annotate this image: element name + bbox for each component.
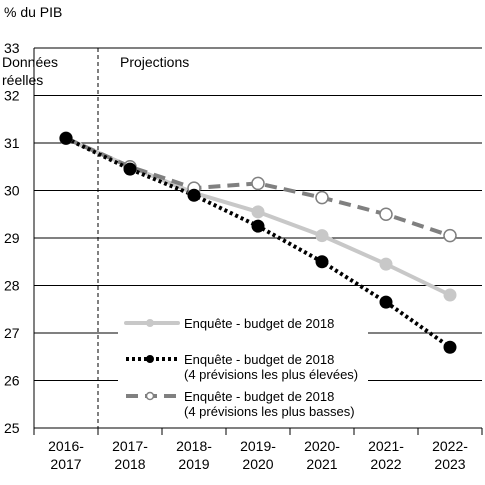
point-high-6 [443, 340, 457, 354]
x-tick-label-2-0: 2018- [176, 438, 212, 454]
point-low-4 [315, 190, 329, 205]
legend-label-low-0: Enquête - budget de 2018 [184, 389, 334, 404]
point-low-6 [443, 228, 457, 243]
legend-marker-low [145, 391, 155, 401]
region-label-actual-1: réelles [2, 72, 43, 88]
region-label-bg-actual [35, 52, 96, 90]
point-high-4 [315, 255, 329, 269]
x-tick-label-0-0: 2016- [48, 438, 84, 454]
gridlines [34, 47, 482, 429]
legend: Enquête - budget de 2018 Enquête - budget… [118, 310, 368, 420]
y-tick-label-29: 29 [4, 230, 20, 246]
y-tick-label-28: 28 [4, 278, 20, 294]
legend-marker-high [146, 355, 154, 363]
x-tick-label-5-0: 2021- [368, 438, 404, 454]
point-low-3 [251, 176, 265, 191]
legend-label-low-1: (4 prévisions les plus basses) [184, 404, 355, 419]
point-high-5 [379, 295, 393, 309]
unit-label: % du PIB [4, 4, 62, 20]
y-tick-label-27: 27 [4, 325, 20, 341]
point-mid-4 [315, 229, 329, 243]
x-tick-label-1-1: 2018 [114, 456, 145, 472]
region-label-actual-0: Données [2, 54, 58, 70]
x-tick-label-1-0: 2017- [112, 438, 148, 454]
region-label-projection-0: Projections [120, 54, 189, 70]
y-tick-label-31: 31 [4, 135, 20, 151]
y-tick-label-30: 30 [4, 183, 20, 199]
legend-label-mid-0: Enquête - budget de 2018 [184, 316, 334, 331]
y-tick-label-32: 32 [4, 88, 20, 104]
legend-label-high-0: Enquête - budget de 2018 [184, 352, 334, 367]
point-mid-6 [443, 288, 457, 302]
point-high-0 [59, 131, 73, 145]
point-mid-3 [251, 205, 265, 219]
x-tick-label-4-1: 2021 [306, 456, 337, 472]
legend-bg [118, 310, 368, 420]
legend-label-high-1: (4 prévisions les plus élevées) [184, 367, 358, 382]
x-tick-label-5-1: 2022 [370, 456, 401, 472]
x-tick-label-6-1: 2023 [434, 456, 465, 472]
y-tick-label-33: 33 [4, 40, 20, 56]
labels: 25 26 27 28 29 30 31 32 33 2016- 2017 2017- 2018 2018… [2, 4, 468, 472]
x-tick-label-3-1: 2020 [242, 456, 273, 472]
y-tick-label-26: 26 [4, 373, 20, 389]
point-low-5 [379, 207, 393, 221]
region-label-bg-projection [104, 52, 196, 70]
y-tick-label-25: 25 [4, 420, 20, 436]
point-high-1 [123, 162, 137, 176]
point-high-2 [187, 188, 201, 202]
x-tick-label-2-1: 2019 [178, 456, 209, 472]
axes [33, 48, 483, 435]
series-group [59, 131, 457, 354]
point-high-3 [251, 219, 265, 233]
x-tick-label-0-1: 2017 [50, 456, 81, 472]
point-mid-5 [379, 257, 393, 271]
x-tick-label-3-0: 2019- [240, 438, 276, 454]
x-tick-label-6-0: 2022- [432, 438, 468, 454]
x-tick-label-4-0: 2020- [304, 438, 340, 454]
legend-marker-mid [146, 319, 154, 327]
